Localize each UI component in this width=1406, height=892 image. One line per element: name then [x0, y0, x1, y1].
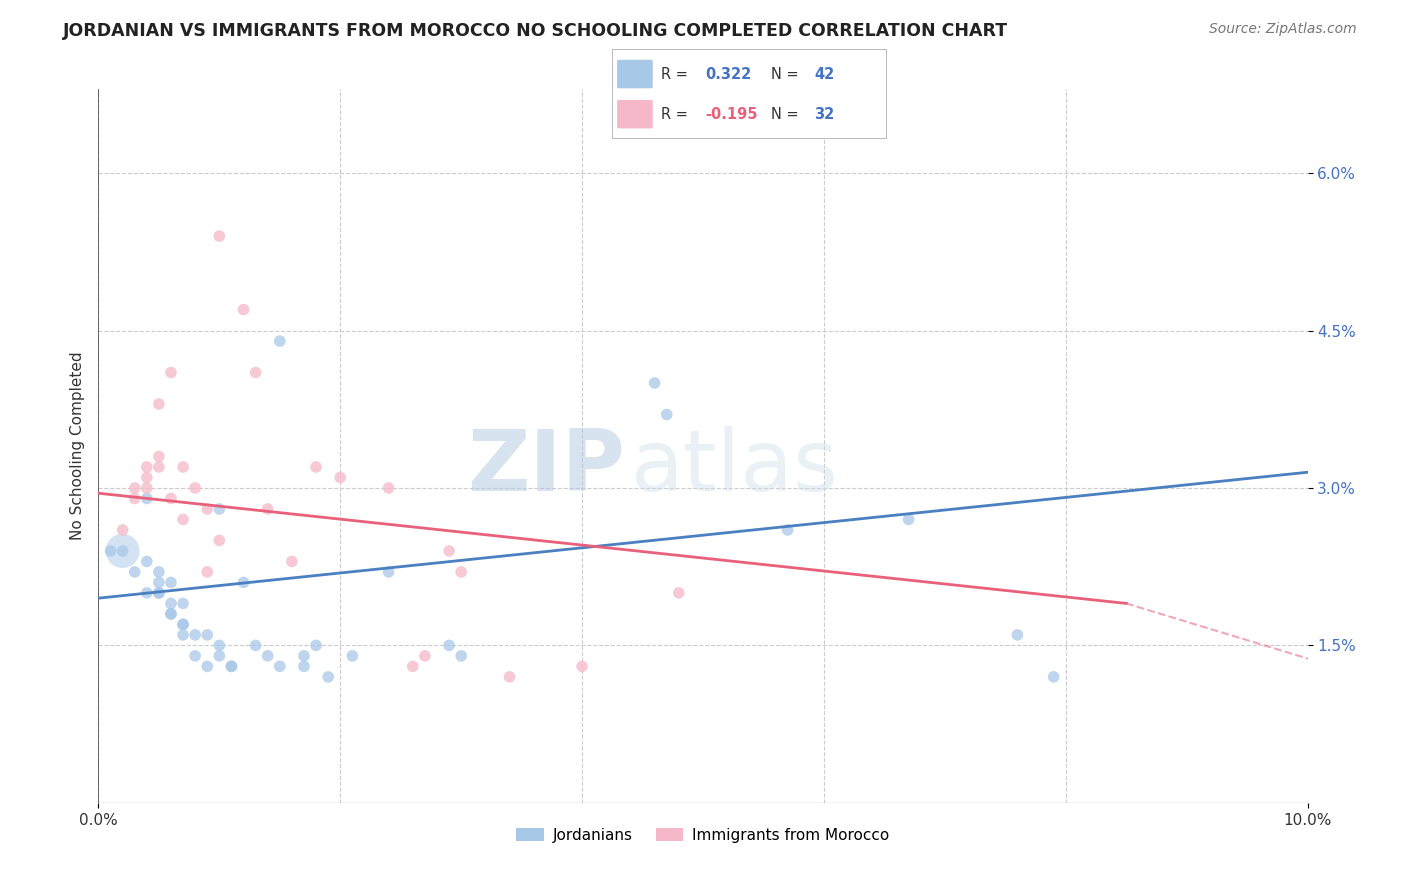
Text: atlas: atlas: [630, 425, 838, 509]
Point: [221, 659, 243, 673]
Point: [245, 366, 267, 380]
Point: [160, 491, 183, 506]
Point: [232, 302, 254, 317]
Point: [655, 408, 678, 422]
Point: [221, 659, 243, 673]
Point: [1042, 670, 1064, 684]
Point: [377, 481, 399, 495]
Point: [148, 575, 170, 590]
Point: [124, 565, 146, 579]
Point: [269, 659, 291, 673]
FancyBboxPatch shape: [617, 100, 652, 128]
Point: [172, 617, 194, 632]
Point: [571, 659, 593, 673]
Point: [124, 491, 146, 506]
Point: [172, 512, 194, 526]
Text: R =: R =: [661, 67, 688, 81]
Text: -0.195: -0.195: [704, 107, 758, 121]
Point: [668, 586, 690, 600]
Point: [148, 586, 170, 600]
Point: [111, 544, 134, 558]
Point: [148, 397, 170, 411]
Point: [172, 617, 194, 632]
Point: [498, 670, 520, 684]
Point: [148, 450, 170, 464]
Text: Source: ZipAtlas.com: Source: ZipAtlas.com: [1209, 22, 1357, 37]
Point: [450, 648, 472, 663]
Point: [160, 366, 183, 380]
Point: [148, 565, 170, 579]
Point: [100, 544, 122, 558]
Text: R =: R =: [661, 107, 688, 121]
Point: [644, 376, 666, 390]
Point: [269, 334, 291, 348]
Point: [111, 544, 134, 558]
Point: [305, 639, 328, 653]
Point: [160, 596, 183, 610]
Point: [124, 481, 146, 495]
Legend: Jordanians, Immigrants from Morocco: Jordanians, Immigrants from Morocco: [510, 822, 896, 848]
Text: 42: 42: [814, 67, 835, 81]
Point: [377, 565, 399, 579]
Point: [305, 460, 328, 475]
Point: [256, 502, 278, 516]
Point: [172, 460, 194, 475]
Point: [160, 607, 183, 621]
Point: [195, 565, 218, 579]
Point: [208, 648, 231, 663]
FancyBboxPatch shape: [617, 60, 652, 88]
Point: [172, 628, 194, 642]
Text: JORDANIAN VS IMMIGRANTS FROM MOROCCO NO SCHOOLING COMPLETED CORRELATION CHART: JORDANIAN VS IMMIGRANTS FROM MOROCCO NO …: [63, 22, 1008, 40]
Text: 0.322: 0.322: [704, 67, 751, 81]
Point: [148, 586, 170, 600]
Point: [292, 659, 315, 673]
Point: [437, 639, 460, 653]
Point: [281, 554, 304, 568]
Point: [208, 533, 231, 548]
Point: [256, 648, 278, 663]
Point: [135, 554, 157, 568]
Point: [135, 470, 157, 484]
Point: [135, 460, 157, 475]
Point: [232, 575, 254, 590]
Point: [195, 659, 218, 673]
Point: [111, 523, 134, 537]
Point: [160, 607, 183, 621]
Point: [135, 586, 157, 600]
Text: N =: N =: [770, 67, 799, 81]
Point: [208, 502, 231, 516]
Point: [184, 628, 207, 642]
Point: [776, 523, 799, 537]
Point: [148, 460, 170, 475]
Point: [897, 512, 920, 526]
Point: [402, 659, 425, 673]
Point: [172, 596, 194, 610]
Point: [342, 648, 364, 663]
Y-axis label: No Schooling Completed: No Schooling Completed: [69, 351, 84, 541]
Point: [208, 229, 231, 244]
Point: [184, 481, 207, 495]
Point: [195, 502, 218, 516]
Point: [245, 639, 267, 653]
Text: ZIP: ZIP: [467, 425, 624, 509]
Point: [160, 575, 183, 590]
Point: [292, 648, 315, 663]
Text: N =: N =: [770, 107, 799, 121]
Point: [184, 648, 207, 663]
Text: 32: 32: [814, 107, 835, 121]
Point: [437, 544, 460, 558]
Point: [135, 491, 157, 506]
Point: [208, 639, 231, 653]
Point: [135, 481, 157, 495]
Point: [1007, 628, 1029, 642]
Point: [329, 470, 352, 484]
Point: [316, 670, 339, 684]
Point: [413, 648, 436, 663]
Point: [450, 565, 472, 579]
Point: [195, 628, 218, 642]
